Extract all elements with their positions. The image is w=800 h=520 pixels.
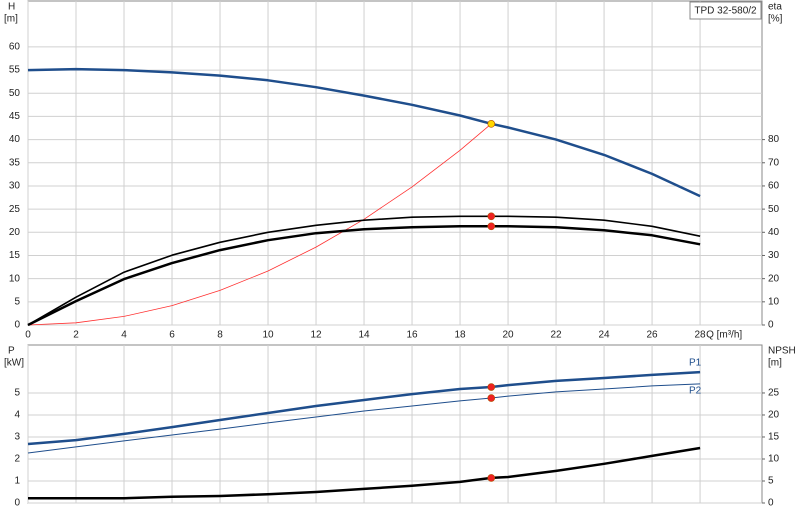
y-tick-label: 50 <box>9 88 21 99</box>
y-tick-label: 15 <box>9 250 21 261</box>
x-tick-label: 0 <box>25 330 31 341</box>
operating-point <box>487 474 496 482</box>
y2-tick-label: 20 <box>768 273 780 284</box>
y2-tick-label: 50 <box>768 204 780 215</box>
x-tick-label: 26 <box>647 330 659 341</box>
x-tick-label: 8 <box>217 330 223 341</box>
operating-point <box>487 383 496 391</box>
series-line <box>27 67 701 198</box>
y2-tick-label: 25 <box>768 388 780 399</box>
series-line <box>27 123 492 326</box>
y-tick-label: 55 <box>9 65 21 76</box>
x-axis-label: Q [m³/h] <box>706 330 742 341</box>
y-tick-label: 30 <box>9 181 21 192</box>
title-box <box>689 1 762 20</box>
y2-axis-label: NPSH <box>768 346 796 357</box>
y-tick-label: 25 <box>9 204 21 215</box>
x-tick-label: 28 <box>695 330 707 341</box>
y2-tick-label: 80 <box>768 134 780 145</box>
y2-tick-label: 30 <box>768 250 780 261</box>
y-tick-label: 35 <box>9 157 21 168</box>
y-tick-label: 3 <box>14 432 20 443</box>
x-tick-label: 24 <box>599 330 611 341</box>
series-line <box>28 446 701 500</box>
x-tick-label: 6 <box>169 330 175 341</box>
y-tick-label: 0 <box>14 498 20 509</box>
y-tick-label: 2 <box>14 454 20 465</box>
y-tick-label: 45 <box>9 111 21 122</box>
y-tick-label: 10 <box>9 273 21 284</box>
y2-tick-label: 0 <box>768 320 774 331</box>
y2-tick-label: 60 <box>768 181 780 192</box>
x-tick-label: 22 <box>550 330 562 341</box>
chart-title: TPD 32-580/2 <box>694 6 757 17</box>
operating-point <box>487 120 496 128</box>
y2-axis-unit: [%] <box>768 14 783 25</box>
y2-tick-label: 0 <box>768 498 774 509</box>
x-tick-label: 14 <box>358 330 370 341</box>
y-axis-label: H <box>8 2 15 13</box>
series-line <box>27 370 701 446</box>
x-tick-label: 20 <box>502 330 514 341</box>
y-tick-label: 5 <box>14 388 20 399</box>
y-tick-label: 40 <box>9 134 21 145</box>
x-tick-label: 18 <box>454 330 466 341</box>
x-tick-label: 4 <box>121 330 127 341</box>
x-tick-label: 2 <box>73 330 79 341</box>
operating-point <box>487 222 496 231</box>
y-tick-label: 4 <box>14 410 20 421</box>
series-line <box>27 383 701 454</box>
y2-tick-label: 10 <box>768 296 780 307</box>
series-line <box>27 225 701 327</box>
y-axis-unit: [kW] <box>4 358 24 369</box>
x-tick-label: 12 <box>310 330 322 341</box>
y2-tick-label: 15 <box>768 432 780 443</box>
y-tick-label: 5 <box>14 296 20 307</box>
series-label: P1 <box>689 358 702 369</box>
series-line <box>27 215 701 326</box>
x-tick-label: 10 <box>262 330 274 341</box>
x-tick-label: 16 <box>406 330 418 341</box>
y-tick-label: 0 <box>14 320 20 331</box>
y2-tick-label: 40 <box>768 227 780 238</box>
y2-axis-unit: [m] <box>768 358 782 369</box>
y-tick-label: 20 <box>9 227 21 238</box>
y2-tick-label: 10 <box>768 454 780 465</box>
y-tick-label: 60 <box>9 42 21 53</box>
y2-tick-label: 20 <box>768 410 780 421</box>
y-axis-label: P <box>8 346 15 357</box>
operating-point <box>487 212 496 221</box>
y-axis-unit: [m] <box>4 14 18 25</box>
operating-point <box>487 394 496 402</box>
y2-tick-label: 70 <box>768 157 780 168</box>
y2-axis-label: eta <box>768 2 782 13</box>
series-label: P2 <box>689 386 702 397</box>
y2-tick-label: 5 <box>768 476 774 487</box>
y-tick-label: 1 <box>14 476 20 487</box>
